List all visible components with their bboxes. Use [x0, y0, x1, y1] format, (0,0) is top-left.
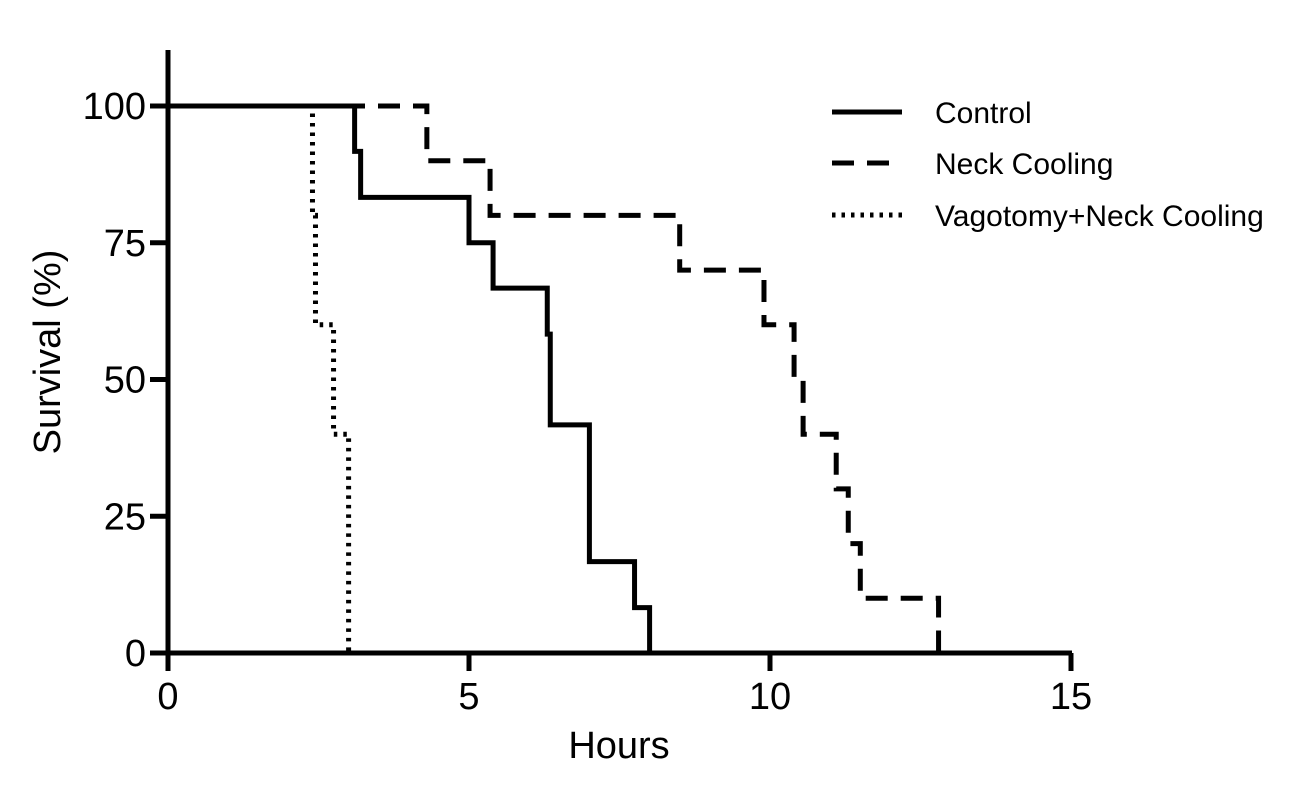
legend-label: Control [935, 97, 1032, 130]
y-tick-label: 50 [104, 360, 146, 402]
y-tick-label: 25 [104, 496, 146, 538]
axes-layer: 0 5 10 15 0 25 50 75 100 [83, 50, 1092, 718]
x-tick-label: 15 [1050, 676, 1092, 718]
y-tick-label: 100 [83, 86, 146, 128]
series-line-neck-cooling [168, 103, 942, 653]
series-line-vagotomy-neck-cooling [168, 103, 352, 653]
legend: Control Neck Cooling Vagotomy+Neck Cooling [832, 97, 1264, 233]
x-tick-label: 10 [749, 676, 791, 718]
x-tick-label: 5 [458, 676, 479, 718]
series-line-control [168, 103, 653, 653]
series-layer [168, 103, 942, 653]
y-axis-title: Survival (%) [27, 250, 69, 455]
x-tick-label: 0 [157, 676, 178, 718]
y-tick-label: 0 [125, 633, 146, 675]
legend-label: Vagotomy+Neck Cooling [935, 200, 1264, 233]
x-axis-title: Hours [568, 725, 669, 767]
legend-label: Neck Cooling [935, 148, 1113, 181]
y-tick-label: 75 [104, 223, 146, 265]
